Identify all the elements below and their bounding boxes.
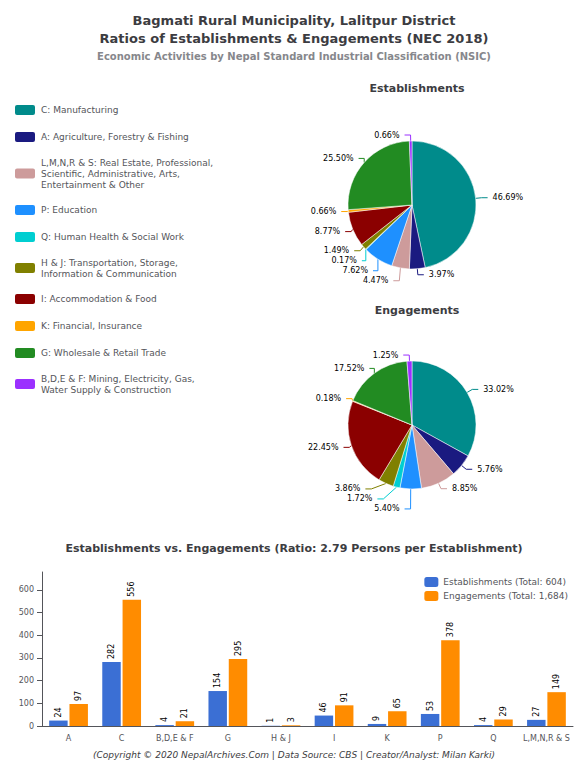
svg-text:22.45%: 22.45% (308, 443, 339, 452)
svg-text:C: C (119, 734, 125, 743)
svg-text:53: 53 (426, 701, 435, 711)
svg-text:K: Financial, Insurance: K: Financial, Insurance (41, 321, 143, 331)
svg-text:378: 378 (446, 622, 455, 637)
svg-text:Q: Human Health & Social Work: Q: Human Health & Social Work (41, 232, 185, 242)
svg-text:91: 91 (340, 692, 349, 702)
svg-text:G: Wholesale & Retail Trade: G: Wholesale & Retail Trade (41, 348, 166, 358)
svg-text:L,M,N,R & S: L,M,N,R & S (523, 734, 570, 743)
svg-text:500: 500 (19, 608, 34, 617)
svg-text:400: 400 (19, 631, 34, 640)
svg-text:Bagmati Rural Municipality, La: Bagmati Rural Municipality, Lalitpur Dis… (133, 13, 456, 28)
svg-text:Establishments: Establishments (369, 82, 465, 95)
svg-text:29: 29 (499, 706, 508, 716)
svg-text:100: 100 (19, 699, 34, 708)
svg-text:I: I (333, 734, 335, 743)
svg-text:3.97%: 3.97% (429, 270, 455, 279)
svg-text:46.69%: 46.69% (493, 193, 524, 202)
svg-text:Ratios of Establishments & Eng: Ratios of Establishments & Engagements (… (100, 31, 489, 46)
svg-text:3: 3 (287, 717, 296, 722)
svg-text:H & J: Transportation, Storage: H & J: Transportation, Storage, (41, 258, 178, 268)
svg-text:0.66%: 0.66% (374, 131, 400, 140)
svg-text:1.72%: 1.72% (347, 494, 373, 503)
svg-text:Engagements (Total: 1,684): Engagements (Total: 1,684) (443, 591, 568, 601)
svg-text:Scientific, Administrative, Ar: Scientific, Administrative, Arts, (41, 169, 180, 179)
svg-text:4: 4 (479, 717, 488, 722)
svg-text:46: 46 (319, 702, 328, 712)
svg-text:H & J: H & J (271, 734, 291, 743)
svg-text:0: 0 (29, 722, 34, 731)
svg-text:300: 300 (19, 653, 34, 662)
svg-text:17.52%: 17.52% (334, 364, 365, 373)
svg-text:149: 149 (552, 674, 561, 689)
svg-text:P: Education: P: Education (41, 205, 97, 215)
svg-text:3.86%: 3.86% (335, 484, 361, 493)
svg-text:Q: Q (490, 734, 496, 743)
svg-text:5.76%: 5.76% (477, 465, 503, 474)
svg-text:Establishments vs. Engagements: Establishments vs. Engagements (Ratio: 2… (65, 542, 522, 555)
svg-text:1: 1 (266, 718, 275, 723)
svg-text:I: Accommodation & Food: I: Accommodation & Food (41, 294, 157, 304)
svg-text:Water Supply & Construction: Water Supply & Construction (41, 385, 171, 395)
svg-text:1.25%: 1.25% (373, 351, 399, 360)
svg-text:Engagements: Engagements (375, 304, 460, 317)
svg-text:200: 200 (19, 676, 34, 685)
svg-text:33.02%: 33.02% (483, 385, 514, 394)
svg-text:600: 600 (19, 585, 34, 594)
svg-text:9: 9 (372, 716, 381, 721)
svg-text:Entertainment & Other: Entertainment & Other (41, 180, 145, 190)
svg-text:25.50%: 25.50% (323, 154, 354, 163)
svg-text:(Copyright © 2020 NepalArchive: (Copyright © 2020 NepalArchives.Com | Da… (93, 750, 495, 760)
svg-text:4: 4 (160, 717, 169, 722)
svg-text:P: P (438, 734, 443, 743)
svg-text:A: A (66, 734, 72, 743)
svg-text:27: 27 (532, 707, 541, 717)
svg-text:0.18%: 0.18% (316, 394, 342, 403)
svg-text:Information & Communication: Information & Communication (41, 269, 177, 279)
svg-text:282: 282 (107, 644, 116, 659)
svg-text:4.47%: 4.47% (363, 276, 389, 285)
svg-text:0.17%: 0.17% (331, 256, 357, 265)
svg-text:Establishments (Total: 604): Establishments (Total: 604) (443, 577, 566, 587)
svg-text:24: 24 (54, 707, 63, 717)
svg-text:K: K (385, 734, 391, 743)
svg-text:0.66%: 0.66% (311, 207, 337, 216)
svg-text:A: Agriculture, Forestry & Fis: A: Agriculture, Forestry & Fishing (41, 132, 189, 142)
svg-text:7.62%: 7.62% (343, 266, 369, 275)
svg-text:5.40%: 5.40% (374, 504, 400, 513)
svg-text:21: 21 (180, 708, 189, 718)
svg-text:C: Manufacturing: C: Manufacturing (41, 105, 118, 115)
svg-text:556: 556 (127, 581, 136, 596)
svg-text:G: G (225, 734, 231, 743)
svg-text:8.77%: 8.77% (315, 227, 341, 236)
svg-text:65: 65 (393, 698, 402, 708)
svg-text:97: 97 (74, 691, 83, 701)
svg-text:B,D,E & F: B,D,E & F (156, 734, 194, 743)
svg-text:8.85%: 8.85% (452, 484, 478, 493)
svg-text:L,M,N,R & S: Real Estate, Prof: L,M,N,R & S: Real Estate, Professional, (41, 158, 213, 168)
svg-text:1.49%: 1.49% (324, 246, 350, 255)
svg-text:154: 154 (213, 673, 222, 688)
svg-text:Economic Activities by Nepal S: Economic Activities by Nepal Standard In… (97, 51, 491, 62)
svg-text:295: 295 (234, 641, 243, 656)
svg-text:B,D,E & F: Mining, Electricity: B,D,E & F: Mining, Electricity, Gas, (41, 374, 195, 384)
